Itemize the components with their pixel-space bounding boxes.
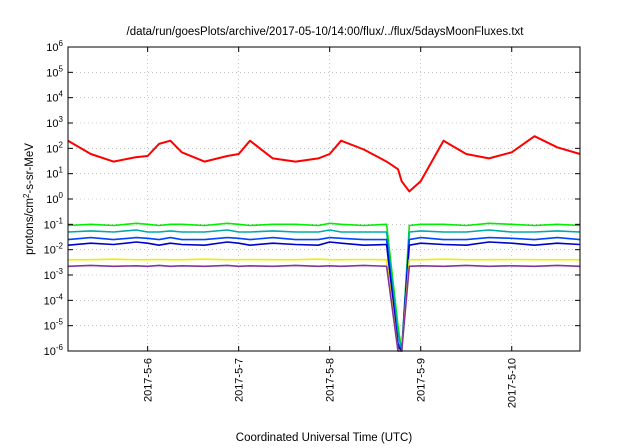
series-line-4 xyxy=(67,236,581,352)
y-tick-exponent: 3 xyxy=(59,115,64,124)
series-layer xyxy=(67,135,581,352)
y-tick-label: 102 xyxy=(46,140,63,155)
y-tick-base: 10 xyxy=(46,143,58,155)
x-tick-label: 2017-5-7 xyxy=(234,358,246,402)
y-axis-label-rest: -s-sr-MeV xyxy=(24,143,36,194)
y-tick-exponent: -1 xyxy=(56,216,64,225)
y-axis-label: protons/cm2-s-sr-MeV xyxy=(22,143,36,255)
series-line-7 xyxy=(67,264,581,352)
y-tick-base: 10 xyxy=(44,346,56,358)
y-tick-exponent: 4 xyxy=(59,90,64,99)
y-tick-label: 104 xyxy=(46,90,63,105)
y-tick-exponent: 5 xyxy=(59,64,64,73)
y-tick-label: 100 xyxy=(46,191,63,206)
x-tick-label: 2017-5-9 xyxy=(416,358,428,402)
y-tick-label: 10-1 xyxy=(44,216,64,231)
y-tick-base: 10 xyxy=(44,219,56,231)
y-tick-label: 103 xyxy=(46,115,63,130)
y-axis: 10-610-510-410-310-210-11001011021031041… xyxy=(44,39,580,358)
x-tick-label: 2017-5-6 xyxy=(143,358,155,402)
y-tick-base: 10 xyxy=(44,245,56,257)
y-tick-label: 10-6 xyxy=(44,343,64,358)
y-tick-label: 10-3 xyxy=(44,267,64,282)
y-tick-exponent: -4 xyxy=(56,292,64,301)
y-tick-label: 105 xyxy=(46,64,63,79)
y-tick-exponent: 2 xyxy=(59,140,64,149)
y-tick-base: 10 xyxy=(46,93,58,105)
y-tick-exponent: -6 xyxy=(56,343,64,352)
y-tick-base: 10 xyxy=(46,42,58,54)
y-axis-label-sup: 2 xyxy=(22,193,31,198)
grid-lines xyxy=(68,47,580,351)
y-tick-base: 10 xyxy=(46,67,58,79)
y-tick-exponent: -5 xyxy=(56,318,64,327)
y-tick-base: 10 xyxy=(44,321,56,333)
series-line-6 xyxy=(68,258,580,352)
series-line-5 xyxy=(67,241,581,352)
y-tick-label: 106 xyxy=(46,39,63,54)
y-tick-label: 10-2 xyxy=(44,242,64,257)
y-tick-exponent: -3 xyxy=(56,267,64,276)
y-tick-exponent: 1 xyxy=(59,166,64,175)
series-line-2 xyxy=(67,222,581,352)
y-tick-base: 10 xyxy=(46,169,58,181)
x-tick-label: 2017-5-8 xyxy=(325,358,337,402)
y-tick-label: 10-5 xyxy=(44,318,64,333)
y-tick-exponent: 6 xyxy=(59,39,64,48)
y-tick-exponent: 0 xyxy=(59,191,64,200)
series-line-3 xyxy=(67,229,581,352)
x-tick-label: 2017-5-10 xyxy=(507,358,519,408)
y-tick-exponent: -2 xyxy=(56,242,64,251)
y-tick-base: 10 xyxy=(44,295,56,307)
chart-title: /data/run/goesPlots/archive/2017-05-10/1… xyxy=(127,26,525,38)
series-line-1 xyxy=(67,135,581,193)
y-axis-label-main: protons/cm xyxy=(24,198,36,255)
y-tick-label: 10-4 xyxy=(44,292,64,307)
y-tick-base: 10 xyxy=(46,118,58,130)
y-tick-base: 10 xyxy=(44,270,56,282)
x-axis-label: Coordinated Universal Time (UTC) xyxy=(236,432,413,444)
y-tick-label: 101 xyxy=(46,166,63,181)
y-tick-base: 10 xyxy=(46,194,58,206)
x-axis: 2017-5-6 2017-5-7 2017-5-8 2017-5-9 2017-5-1… xyxy=(143,47,519,408)
